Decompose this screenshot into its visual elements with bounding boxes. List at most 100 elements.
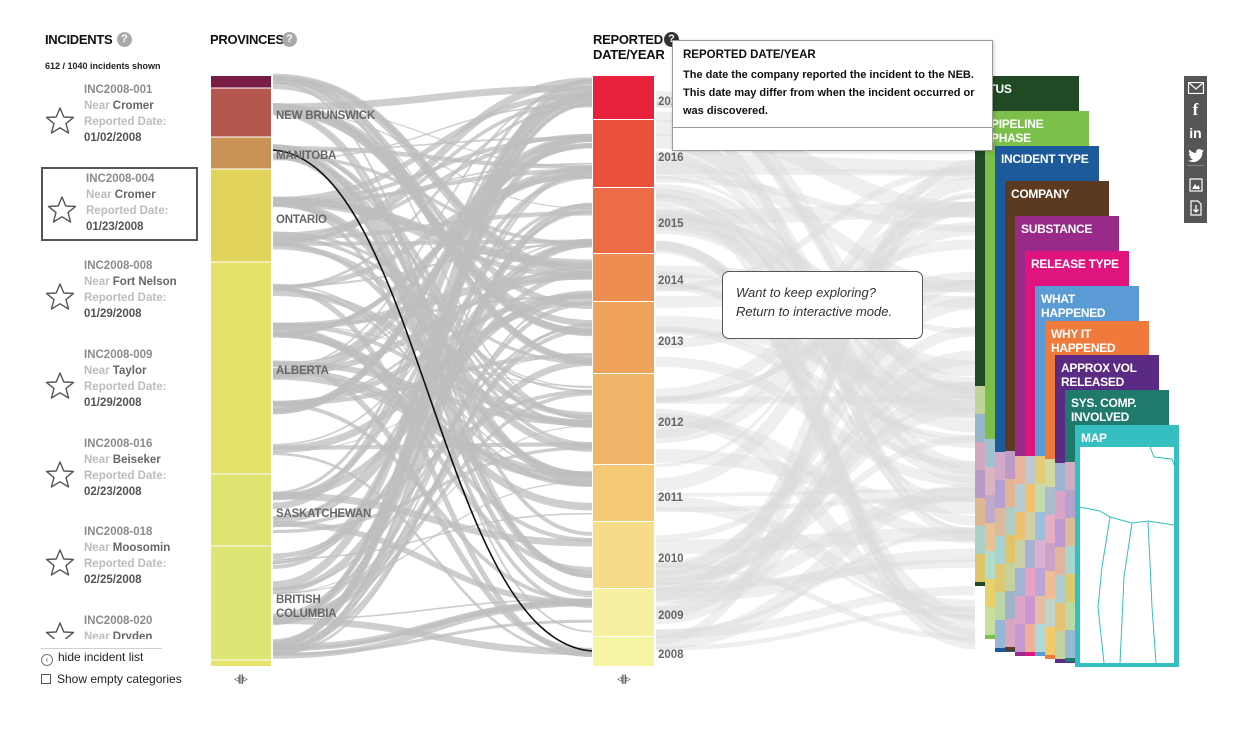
flow-band[interactable] [272,202,593,656]
year-segment[interactable] [593,254,654,301]
year-label-2012[interactable]: 2012 [658,417,684,429]
download-icon[interactable] [1184,198,1207,218]
linkedin-icon[interactable]: in [1189,125,1202,141]
province-label-british-columbia[interactable]: BRITISH COLUMBIA [276,593,337,621]
facebook-icon[interactable]: f [1192,100,1199,119]
year-segment[interactable] [593,120,654,187]
year-label-2015[interactable]: 2015 [658,218,684,230]
province-segment[interactable] [211,169,271,262]
year-label-2014[interactable]: 2014 [658,275,684,287]
year-label-2011[interactable]: 2011 [658,492,683,504]
provinces-help-icon[interactable]: ? [282,32,297,47]
year-label-2009[interactable]: 2009 [658,610,684,622]
flow-band[interactable] [272,77,593,246]
flow-band[interactable] [272,200,593,279]
card-stripe [1015,624,1025,652]
right-flow-band [655,165,976,292]
star-icon[interactable] [45,282,75,312]
year-segment[interactable] [593,465,654,521]
star-icon[interactable] [45,106,75,136]
province-label-new-brunswick[interactable]: NEW BRUNSWICK [276,110,375,122]
year-segment[interactable] [593,188,654,253]
card-stripe [1025,624,1035,652]
flow-band[interactable] [272,199,593,452]
flow-band[interactable] [272,103,593,161]
screenshot-icon[interactable] [1184,175,1207,195]
flow-band[interactable] [272,480,593,595]
year-segment[interactable] [593,302,654,373]
star-icon[interactable] [45,371,75,401]
category-card[interactable]: MAP [1075,425,1179,667]
flow-band[interactable] [272,599,593,651]
year-label-2016[interactable]: 2016 [658,152,684,164]
incident-item[interactable]: INC2008-020 Near Dryden [41,611,198,639]
incident-count: 612 / 1040 incidents shown [45,61,161,71]
flow-band[interactable] [272,520,593,607]
incident-item[interactable]: INC2008-008 Near Fort Nelson Reported Date… [41,256,198,330]
year-segment[interactable] [593,589,654,636]
right-flow-band [655,325,976,441]
province-segment[interactable] [211,76,271,88]
flow-band[interactable] [272,391,593,623]
flow-band[interactable] [272,295,593,327]
card-stripe [1055,547,1065,575]
incident-item[interactable]: INC2008-016 Near Beiseker Reported Date: 02… [41,434,198,508]
year-label-2013[interactable]: 2013 [658,336,684,348]
province-label-manitoba[interactable]: MANITOBA [276,150,337,162]
incidents-help-icon[interactable]: ? [117,32,132,47]
incident-item[interactable]: INC2008-009 Near Taylor Reported Date: 01/2… [41,345,198,419]
province-segment[interactable] [211,262,271,474]
flow-band[interactable] [272,367,593,478]
province-segment[interactable] [211,546,271,660]
flow-band[interactable] [272,512,593,560]
email-icon[interactable] [1184,78,1207,98]
flow-band[interactable] [272,492,593,547]
year-segment[interactable] [593,522,654,588]
flow-band[interactable] [272,168,593,618]
flow-band[interactable] [272,91,593,203]
star-icon[interactable] [45,621,75,639]
flow-band[interactable] [272,325,593,572]
canada-map-icon[interactable] [1080,447,1174,663]
flow-band[interactable] [272,442,593,450]
province-segment[interactable] [211,137,271,169]
flow-band[interactable] [272,81,593,332]
right-flow-band [655,548,976,604]
flow-band[interactable] [272,92,593,510]
star-icon[interactable] [45,548,75,578]
flow-band[interactable] [272,322,593,424]
hide-incident-list-button[interactable]: ‹ hide incident list [41,648,162,666]
year-segment[interactable] [593,637,654,666]
return-interactive-mode-button[interactable]: Want to keep exploring? Return to intera… [722,271,923,339]
province-label-alberta[interactable]: ALBERTA [276,365,329,377]
twitter-icon[interactable] [1184,145,1207,165]
incident-id: INC2008-004 [86,173,155,185]
incident-place: Taylor [112,365,147,377]
year-label-2010[interactable]: 2010 [658,553,684,565]
star-icon[interactable] [45,460,75,490]
star-icon[interactable] [47,195,77,225]
flow-band[interactable] [272,301,593,625]
flow-band[interactable] [272,452,593,657]
province-label-saskatchewan[interactable]: SASKATCHEWAN [276,508,372,520]
incident-item[interactable]: INC2008-004 Near Cromer Reported Date: 01/2… [41,167,198,241]
province-segment[interactable] [211,88,271,137]
flow-band[interactable] [272,143,593,415]
incident-item[interactable]: INC2008-018 Near Moosomin Reported Date: 02… [41,522,198,596]
flow-band[interactable] [272,241,593,595]
selected-incident-flow[interactable] [272,149,593,652]
incident-item[interactable]: INC2008-001 Near Cromer Reported Date: 01/0… [41,80,198,154]
flow-band[interactable] [272,287,593,487]
year-segment[interactable] [593,374,654,464]
incident-id: INC2008-018 [84,526,153,538]
flow-band[interactable] [272,147,593,573]
province-segment[interactable] [211,474,271,546]
show-empty-categories-checkbox[interactable]: Show empty categories [41,672,182,686]
year-segment[interactable] [593,76,654,119]
year-drag-handle-icon[interactable]: ◃|||▹ [617,674,631,685]
province-segment[interactable] [211,660,271,666]
province-label-ontario[interactable]: ONTARIO [276,214,327,226]
year-label-2008[interactable]: 2008 [658,649,684,661]
provinces-drag-handle-icon[interactable]: ◃|||▹ [234,674,248,685]
near-label: Near [86,189,112,201]
